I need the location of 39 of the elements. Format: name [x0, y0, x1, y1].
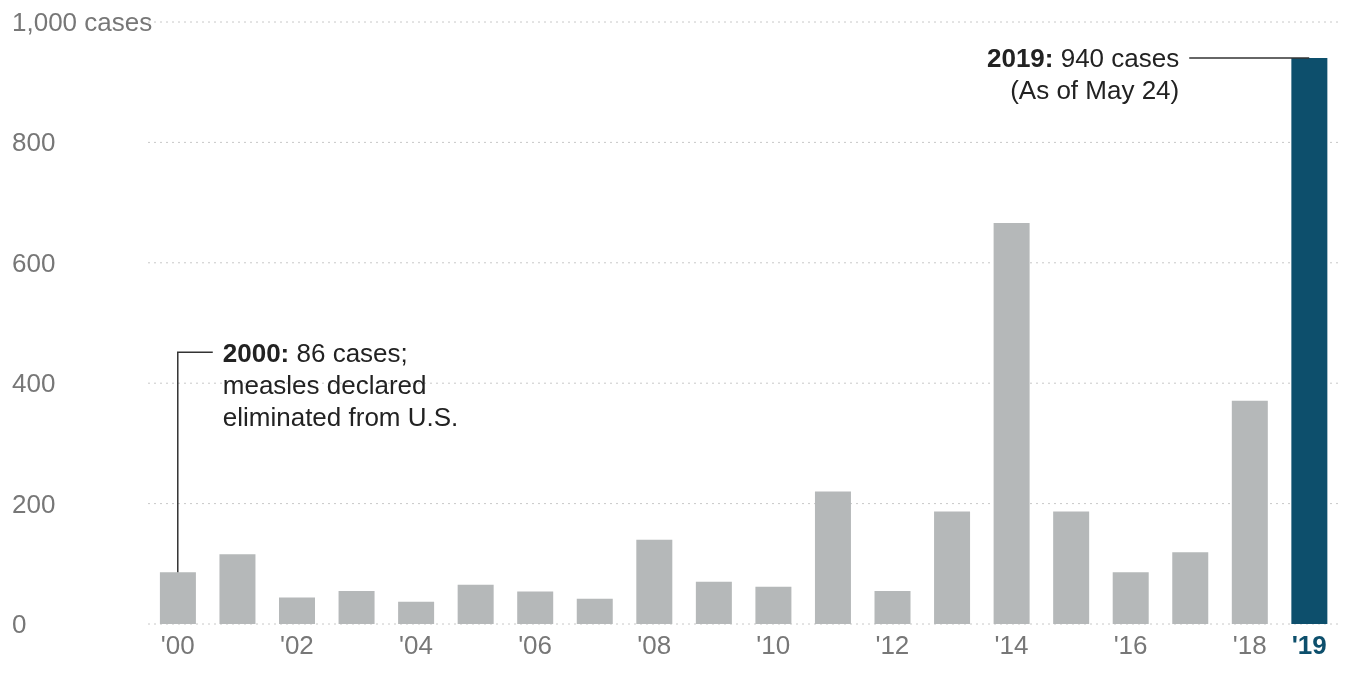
bar: [1231, 400, 1268, 624]
x-tick-label: '18: [1232, 630, 1267, 660]
bar: [219, 554, 256, 624]
bar: [755, 586, 792, 624]
bar: [279, 597, 316, 624]
bar: [814, 491, 851, 624]
bar: [576, 598, 613, 624]
y-tick-label: 800: [12, 127, 56, 158]
bar: [398, 601, 435, 624]
bar: [338, 590, 375, 624]
x-tick-label: '04: [399, 630, 433, 660]
bar: [1172, 552, 1209, 624]
annotation: 2000: 86 cases; measles declared eliminated from U.S.: [222, 338, 459, 433]
bar: [993, 223, 1030, 624]
x-tick-label: '02: [279, 630, 314, 660]
x-tick-label: '10: [756, 630, 791, 660]
bar: [874, 590, 911, 624]
bar: [934, 511, 971, 624]
x-tick-label: '14: [994, 630, 1029, 660]
bar: [457, 584, 494, 624]
y-tick-label: 0: [12, 609, 27, 639]
bar: [695, 581, 732, 624]
bar: [1053, 511, 1090, 624]
annotation: 2019: 940 cases (As of May 24): [986, 43, 1180, 106]
bar: [636, 539, 673, 624]
x-tick-label: '06: [518, 630, 553, 660]
bar: [159, 572, 196, 624]
x-tick-label: '12: [875, 630, 910, 660]
x-tick-label: '16: [1113, 630, 1148, 660]
x-tick-label: '19: [1291, 630, 1327, 660]
bar: [1112, 572, 1149, 624]
y-tick-label: 600: [12, 247, 56, 278]
bar: [517, 591, 554, 624]
y-tick-label: 200: [12, 488, 56, 519]
y-tick-label: 400: [12, 368, 56, 399]
y-tick-label: 1,000 cases: [12, 7, 153, 37]
bar: [1291, 58, 1328, 624]
x-tick-label: '00: [160, 630, 195, 660]
x-tick-label: '08: [637, 630, 672, 660]
